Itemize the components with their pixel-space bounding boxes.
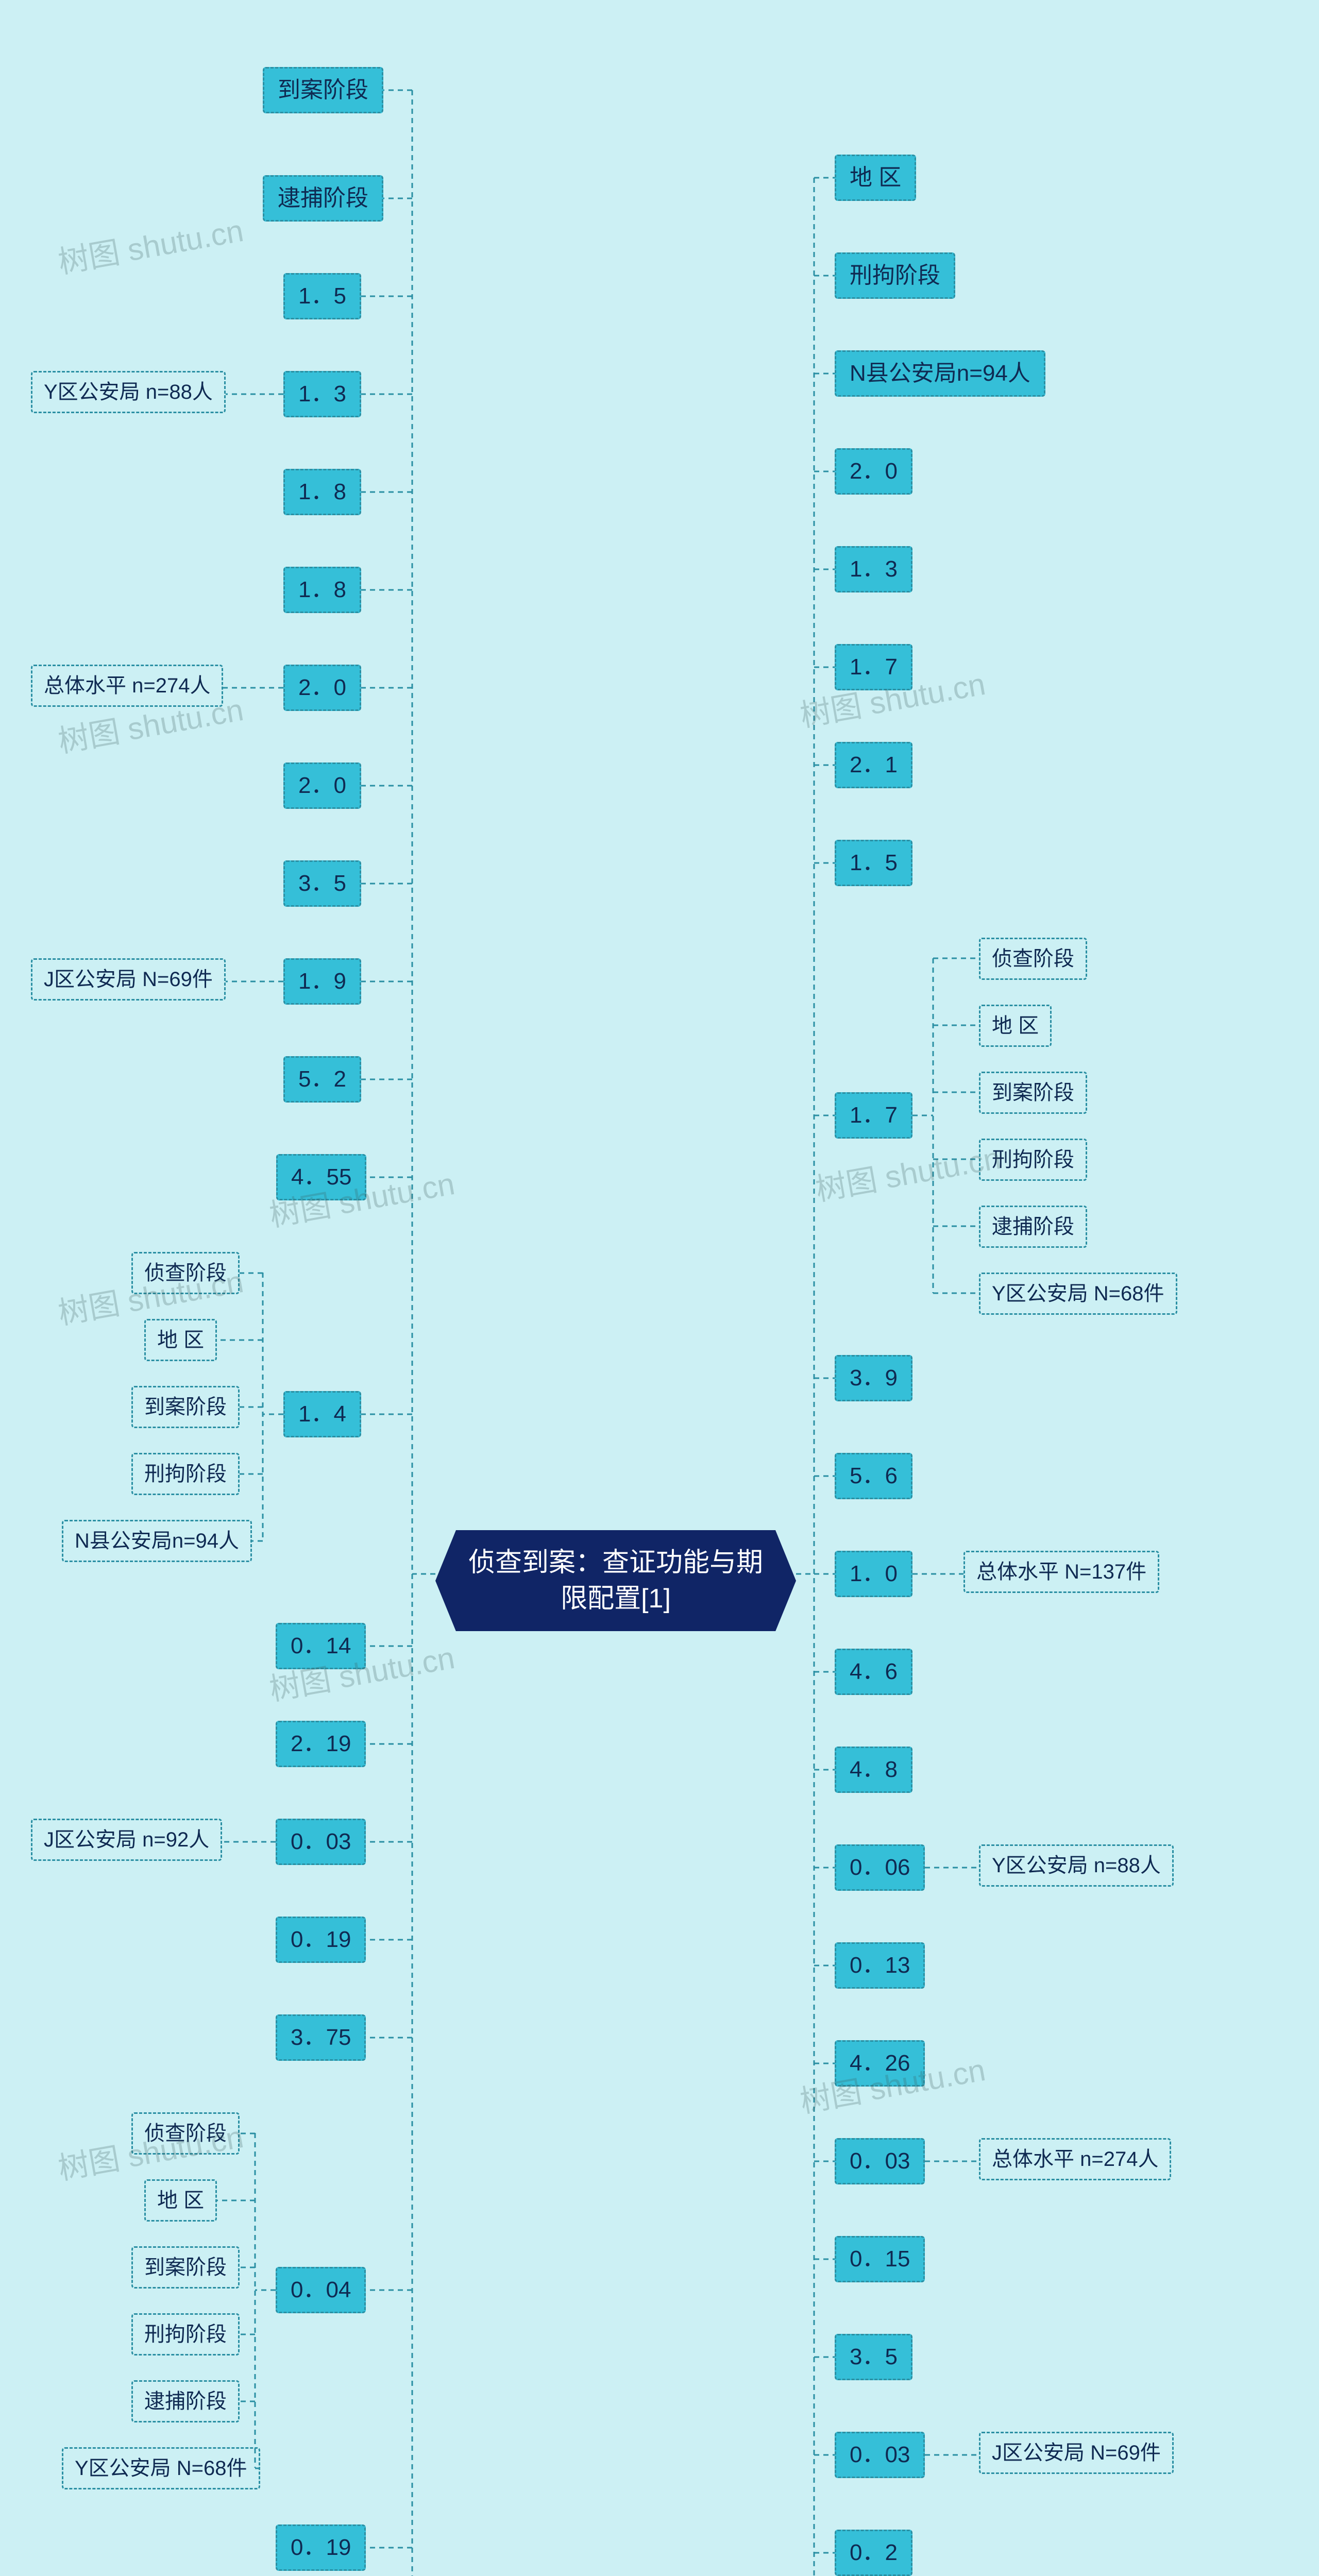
right-node-r7: 1．5 (835, 840, 912, 886)
left-group-l18-3: 刑拘阶段 (131, 2313, 240, 2355)
left-group-l12-0: 侦查阶段 (131, 1252, 240, 1294)
left-node-l14: 2．19 (276, 1721, 366, 1767)
root-line1: 侦查到案：查证功能与期 (468, 1548, 763, 1578)
left-group-l18-0: 侦查阶段 (131, 2112, 240, 2155)
right-node-r21: 0．2 (835, 2530, 912, 2576)
right-node-r13: 4．8 (835, 1747, 912, 1793)
right-leaf-r17: 总体水平 n=274人 (979, 2138, 1171, 2180)
right-node-r15: 0．13 (835, 1942, 925, 1989)
left-node-l9: 1．9 (283, 958, 361, 1005)
left-group-l12-3: 刑拘阶段 (131, 1453, 240, 1495)
left-node-l15: 0．03 (276, 1819, 366, 1865)
right-node-r0: 地 区 (835, 155, 916, 201)
watermark-8: 树图 shutu.cn (811, 1133, 1004, 1210)
right-node-r10: 5．6 (835, 1453, 912, 1499)
right-group-r8-2: 到案阶段 (979, 1072, 1087, 1114)
left-node-l6: 2．0 (283, 665, 361, 711)
left-node-l19: 0．19 (276, 2524, 366, 2571)
left-node-l12: 1．4 (283, 1391, 361, 1437)
left-node-l8: 3．5 (283, 860, 361, 907)
right-node-r6: 2．1 (835, 742, 912, 788)
right-node-r2: N县公安局n=94人 (835, 350, 1045, 397)
right-node-r3: 2．0 (835, 448, 912, 495)
left-node-l17: 3．75 (276, 2014, 366, 2061)
left-group-l18-4: 逮捕阶段 (131, 2380, 240, 2422)
right-node-r18: 0．15 (835, 2236, 925, 2282)
right-node-r11: 1．0 (835, 1551, 912, 1597)
left-leaf-l3: Y区公安局 n=88人 (31, 371, 226, 413)
left-node-l7: 2．0 (283, 762, 361, 809)
left-group-l18-1: 地 区 (144, 2179, 217, 2222)
right-group-r8-5: Y区公安局 N=68件 (979, 1273, 1177, 1315)
right-node-r20: 0．03 (835, 2432, 925, 2478)
right-node-r16: 4．26 (835, 2040, 925, 2087)
left-node-l11: 4．55 (276, 1154, 366, 1200)
left-node-l5: 1．8 (283, 567, 361, 613)
left-node-l16: 0．19 (276, 1917, 366, 1963)
right-group-r8-0: 侦查阶段 (979, 938, 1087, 980)
left-node-l13: 0．14 (276, 1623, 366, 1669)
left-leaf-l15: J区公安局 n=92人 (31, 1819, 222, 1861)
right-node-r14: 0．06 (835, 1844, 925, 1891)
right-node-r17: 0．03 (835, 2138, 925, 2184)
left-group-l12-4: N县公安局n=94人 (62, 1520, 252, 1562)
right-group-r8-1: 地 区 (979, 1005, 1052, 1047)
right-node-r19: 3．5 (835, 2334, 912, 2380)
root-line2: 限配置[1] (561, 1584, 671, 1614)
right-group-r8-3: 刑拘阶段 (979, 1139, 1087, 1181)
left-group-l18-2: 到案阶段 (131, 2246, 240, 2289)
right-node-r8: 1．7 (835, 1092, 912, 1139)
right-node-r4: 1．3 (835, 546, 912, 592)
right-node-r12: 4．6 (835, 1649, 912, 1695)
left-leaf-l9: J区公安局 N=69件 (31, 958, 226, 1001)
left-node-l10: 5．2 (283, 1056, 361, 1103)
left-node-l3: 1．3 (283, 371, 361, 417)
right-node-r1: 刑拘阶段 (835, 252, 955, 299)
root-node: 侦查到案：查证功能与期 限配置[1] (435, 1530, 796, 1631)
left-group-l18-5: Y区公安局 N=68件 (62, 2447, 260, 2489)
right-leaf-r20: J区公安局 N=69件 (979, 2432, 1174, 2474)
left-leaf-l6: 总体水平 n=274人 (31, 665, 223, 707)
left-node-l4: 1．8 (283, 469, 361, 515)
left-group-l12-1: 地 区 (144, 1319, 217, 1361)
left-node-l18: 0．04 (276, 2267, 366, 2313)
left-node-l0: 到案阶段 (263, 67, 383, 113)
mindmap-canvas: 侦查到案：查证功能与期 限配置[1] 到案阶段逮捕阶段1．51．3Y区公安局 n… (0, 0, 1319, 2576)
left-node-l1: 逮捕阶段 (263, 175, 383, 222)
right-node-r9: 3．9 (835, 1355, 912, 1401)
right-node-r5: 1．7 (835, 644, 912, 690)
right-leaf-r11: 总体水平 N=137件 (963, 1551, 1159, 1593)
left-group-l12-2: 到案阶段 (131, 1386, 240, 1428)
right-group-r8-4: 逮捕阶段 (979, 1206, 1087, 1248)
right-leaf-r14: Y区公安局 n=88人 (979, 1844, 1174, 1887)
left-node-l2: 1．5 (283, 273, 361, 319)
watermark-0: 树图 shutu.cn (54, 206, 246, 282)
